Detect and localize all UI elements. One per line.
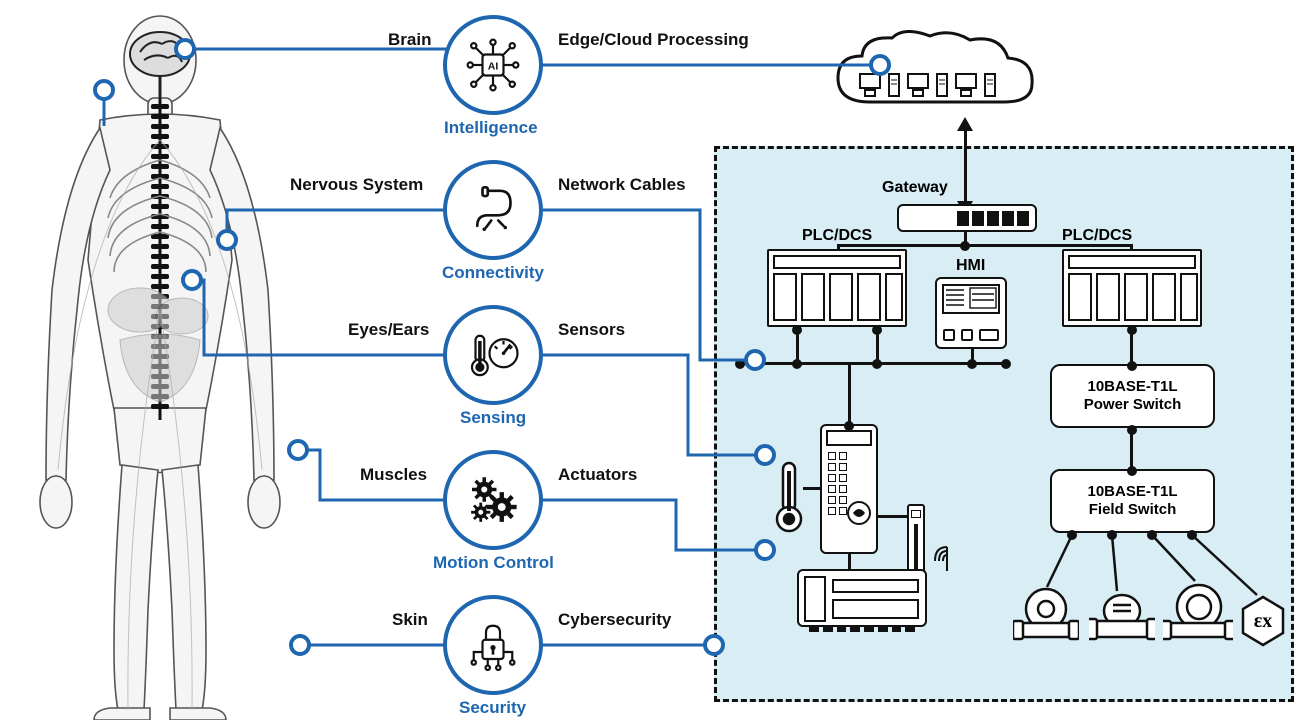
motion-body-dot bbox=[287, 439, 309, 461]
motion-net-dot bbox=[754, 539, 776, 561]
sensing-body-dot bbox=[181, 269, 203, 291]
intelligence-right-label: Edge/Cloud Processing bbox=[558, 30, 749, 50]
gears-icon bbox=[465, 472, 521, 528]
motion-right-label: Actuators bbox=[558, 465, 637, 485]
body-neck-dot bbox=[93, 79, 115, 101]
cable-icon bbox=[465, 182, 521, 238]
lock-circuit-icon bbox=[465, 617, 521, 673]
intelligence-net-dot bbox=[869, 54, 891, 76]
intelligence-circle: AI bbox=[443, 15, 543, 115]
ai-chip-icon: AI bbox=[465, 37, 521, 93]
intelligence-body-dot bbox=[174, 38, 196, 60]
motion-title: Motion Control bbox=[433, 553, 554, 573]
connectivity-title: Connectivity bbox=[442, 263, 544, 283]
sensing-title: Sensing bbox=[460, 408, 526, 428]
connectivity-net-dot bbox=[744, 349, 766, 371]
security-title: Security bbox=[459, 698, 526, 718]
motion-left-label: Muscles bbox=[360, 465, 427, 485]
connectivity-body-dot bbox=[216, 229, 238, 251]
connectivity-right-label: Network Cables bbox=[558, 175, 686, 195]
diagram-canvas: Gateway PLC/DCS bbox=[0, 0, 1312, 727]
sensing-net-dot bbox=[754, 444, 776, 466]
sensor-icon bbox=[465, 327, 521, 383]
security-right-label: Cybersecurity bbox=[558, 610, 671, 630]
security-body-dot bbox=[289, 634, 311, 656]
svg-text:AI: AI bbox=[488, 60, 499, 72]
motion-circle bbox=[443, 450, 543, 550]
security-left-label: Skin bbox=[392, 610, 428, 630]
intelligence-left-label: Brain bbox=[388, 30, 431, 50]
sensing-left-label: Eyes/Ears bbox=[348, 320, 429, 340]
connectivity-circle bbox=[443, 160, 543, 260]
intelligence-title: Intelligence bbox=[444, 118, 538, 138]
security-circle bbox=[443, 595, 543, 695]
sensing-circle bbox=[443, 305, 543, 405]
sensing-right-label: Sensors bbox=[558, 320, 625, 340]
security-net-dot bbox=[703, 634, 725, 656]
connectivity-left-label: Nervous System bbox=[290, 175, 423, 195]
